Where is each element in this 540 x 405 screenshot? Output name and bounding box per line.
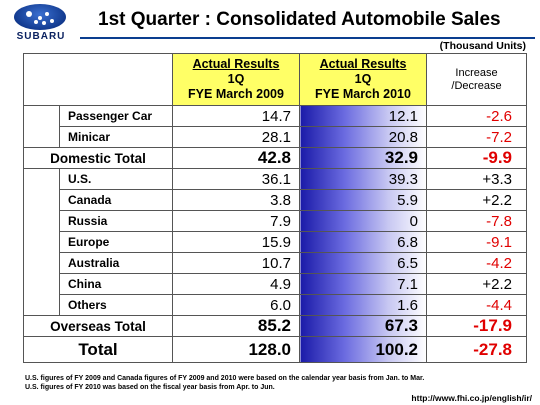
- value-fy2009: 3.8: [172, 189, 300, 211]
- title-divider: [80, 37, 535, 39]
- ir-url-link[interactable]: http://www.fhi.co.jp/english/ir/: [411, 393, 532, 403]
- value-fy2009: 128.0: [172, 336, 300, 363]
- value-change: -4.2: [426, 252, 527, 274]
- logo-text: SUBARU: [16, 31, 66, 42]
- value-fy2009: 85.2: [172, 315, 300, 337]
- value-fy2009: 15.9: [172, 231, 300, 253]
- value-fy2010: 67.3: [299, 315, 427, 337]
- table-row: China 4.9 7.1 +2.2: [23, 273, 527, 295]
- value-fy2010: 39.3: [299, 168, 427, 190]
- value-change: -4.4: [426, 294, 527, 316]
- table-row: Australia 10.7 6.5 -4.2: [23, 252, 527, 274]
- table-row: Others 6.0 1.6 -4.4: [23, 294, 527, 316]
- table-row: Russia 7.9 0 -7.8: [23, 210, 527, 232]
- value-change: -17.9: [426, 315, 527, 337]
- value-change: -7.8: [426, 210, 527, 232]
- value-change: -7.2: [426, 126, 527, 148]
- value-change: +3.3: [426, 168, 527, 190]
- row-label: Russia: [59, 210, 173, 232]
- column-header-fy2009: Actual Results 1Q FYE March 2009: [172, 53, 300, 106]
- value-fy2010: 0: [299, 210, 427, 232]
- value-fy2009: 14.7: [172, 105, 300, 127]
- pleiades-emblem-icon: [14, 4, 66, 30]
- table-header-row: Actual Results 1Q FYE March 2009 Actual …: [23, 53, 527, 106]
- page-header: SUBARU 1st Quarter : Consolidated Automo…: [0, 0, 540, 44]
- value-fy2010: 32.9: [299, 147, 427, 169]
- value-change: -2.6: [426, 105, 527, 127]
- value-fy2010: 7.1: [299, 273, 427, 295]
- grand-total-row: Total 128.0 100.2 -27.8: [23, 336, 527, 363]
- row-label: Total: [23, 336, 173, 363]
- overseas-total-row: Overseas Total 85.2 67.3 -17.9: [23, 315, 527, 337]
- table-row: Canada 3.8 5.9 +2.2: [23, 189, 527, 211]
- value-fy2010: 100.2: [299, 336, 427, 363]
- row-label: Minicar: [59, 126, 173, 148]
- row-label: Passenger Car: [59, 105, 173, 127]
- value-fy2009: 36.1: [172, 168, 300, 190]
- value-fy2010: 20.8: [299, 126, 427, 148]
- row-label: Overseas Total: [23, 315, 173, 337]
- units-label: (Thousand Units): [439, 40, 526, 52]
- table-row: Passenger Car 14.7 12.1 -2.6: [23, 105, 527, 127]
- row-label: Domestic Total: [23, 147, 173, 169]
- value-fy2009: 6.0: [172, 294, 300, 316]
- column-header-change: Increase /Decrease: [426, 53, 527, 106]
- footnote: U.S. figures of FY 2010 was based on the…: [25, 384, 275, 391]
- table-row: Europe 15.9 6.8 -9.1: [23, 231, 527, 253]
- footnote: U.S. figures of FY 2009 and Canada figur…: [25, 375, 425, 382]
- row-label: U.S.: [59, 168, 173, 190]
- value-change: +2.2: [426, 273, 527, 295]
- value-fy2010: 6.8: [299, 231, 427, 253]
- header-blank-cell: [23, 53, 173, 106]
- subaru-logo: SUBARU: [6, 4, 76, 42]
- row-label: Europe: [59, 231, 173, 253]
- domestic-total-row: Domestic Total 42.8 32.9 -9.9: [23, 147, 527, 169]
- page-title: 1st Quarter : Consolidated Automobile Sa…: [98, 9, 501, 30]
- value-fy2010: 1.6: [299, 294, 427, 316]
- value-fy2009: 28.1: [172, 126, 300, 148]
- value-change: -9.1: [426, 231, 527, 253]
- value-fy2009: 10.7: [172, 252, 300, 274]
- value-fy2010: 5.9: [299, 189, 427, 211]
- value-fy2010: 6.5: [299, 252, 427, 274]
- sales-table: Actual Results 1Q FYE March 2009 Actual …: [23, 53, 527, 363]
- value-fy2009: 4.9: [172, 273, 300, 295]
- value-change: -9.9: [426, 147, 527, 169]
- row-label: China: [59, 273, 173, 295]
- value-fy2009: 42.8: [172, 147, 300, 169]
- footnotes: U.S. figures of FY 2009 and Canada figur…: [25, 374, 424, 392]
- table-row: Minicar 28.1 20.8 -7.2: [23, 126, 527, 148]
- table-row: U.S. 36.1 39.3 +3.3: [23, 168, 527, 190]
- column-header-fy2010: Actual Results 1Q FYE March 2010: [299, 53, 427, 106]
- value-change: -27.8: [426, 336, 527, 363]
- value-change: +2.2: [426, 189, 527, 211]
- row-label: Others: [59, 294, 173, 316]
- value-fy2010: 12.1: [299, 105, 427, 127]
- value-fy2009: 7.9: [172, 210, 300, 232]
- row-label: Canada: [59, 189, 173, 211]
- row-label: Australia: [59, 252, 173, 274]
